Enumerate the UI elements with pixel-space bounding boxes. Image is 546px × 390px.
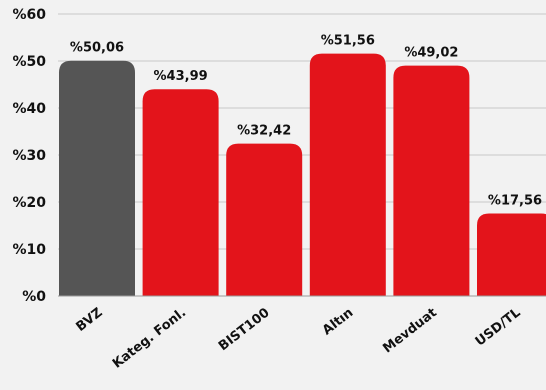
bar-layer — [59, 53, 546, 296]
y-tick-label: %50 — [12, 54, 46, 70]
bar — [477, 213, 546, 296]
bar — [226, 143, 303, 296]
bar-value-label: %43,99 — [154, 69, 208, 84]
y-tick-label: %40 — [12, 101, 46, 117]
y-tick-label: %0 — [22, 289, 46, 305]
bar-value-label: %32,42 — [237, 124, 291, 139]
x-tick-label: BVZ — [73, 305, 105, 335]
bar — [393, 65, 470, 296]
y-tick-label: %20 — [12, 195, 46, 211]
bar-value-label: %50,06 — [70, 41, 124, 56]
bar-value-label: %51,56 — [321, 34, 375, 49]
x-tick-label: Mevduat — [380, 305, 439, 356]
y-tick-label: %10 — [12, 242, 46, 258]
x-tick-label: BIST100 — [216, 305, 273, 354]
x-tick-label: Kateg. Fonl. — [110, 305, 189, 371]
bar — [309, 53, 386, 296]
bar — [142, 89, 219, 296]
x-tick-label: USD/TL — [473, 305, 524, 349]
x-tick-label: Altın — [320, 305, 356, 338]
y-tick-label: %30 — [12, 148, 46, 164]
y-tick-label: %60 — [12, 7, 46, 23]
bar-value-label: %17,56 — [488, 193, 542, 208]
bar — [59, 60, 135, 296]
bar-value-label: %49,02 — [404, 46, 458, 61]
